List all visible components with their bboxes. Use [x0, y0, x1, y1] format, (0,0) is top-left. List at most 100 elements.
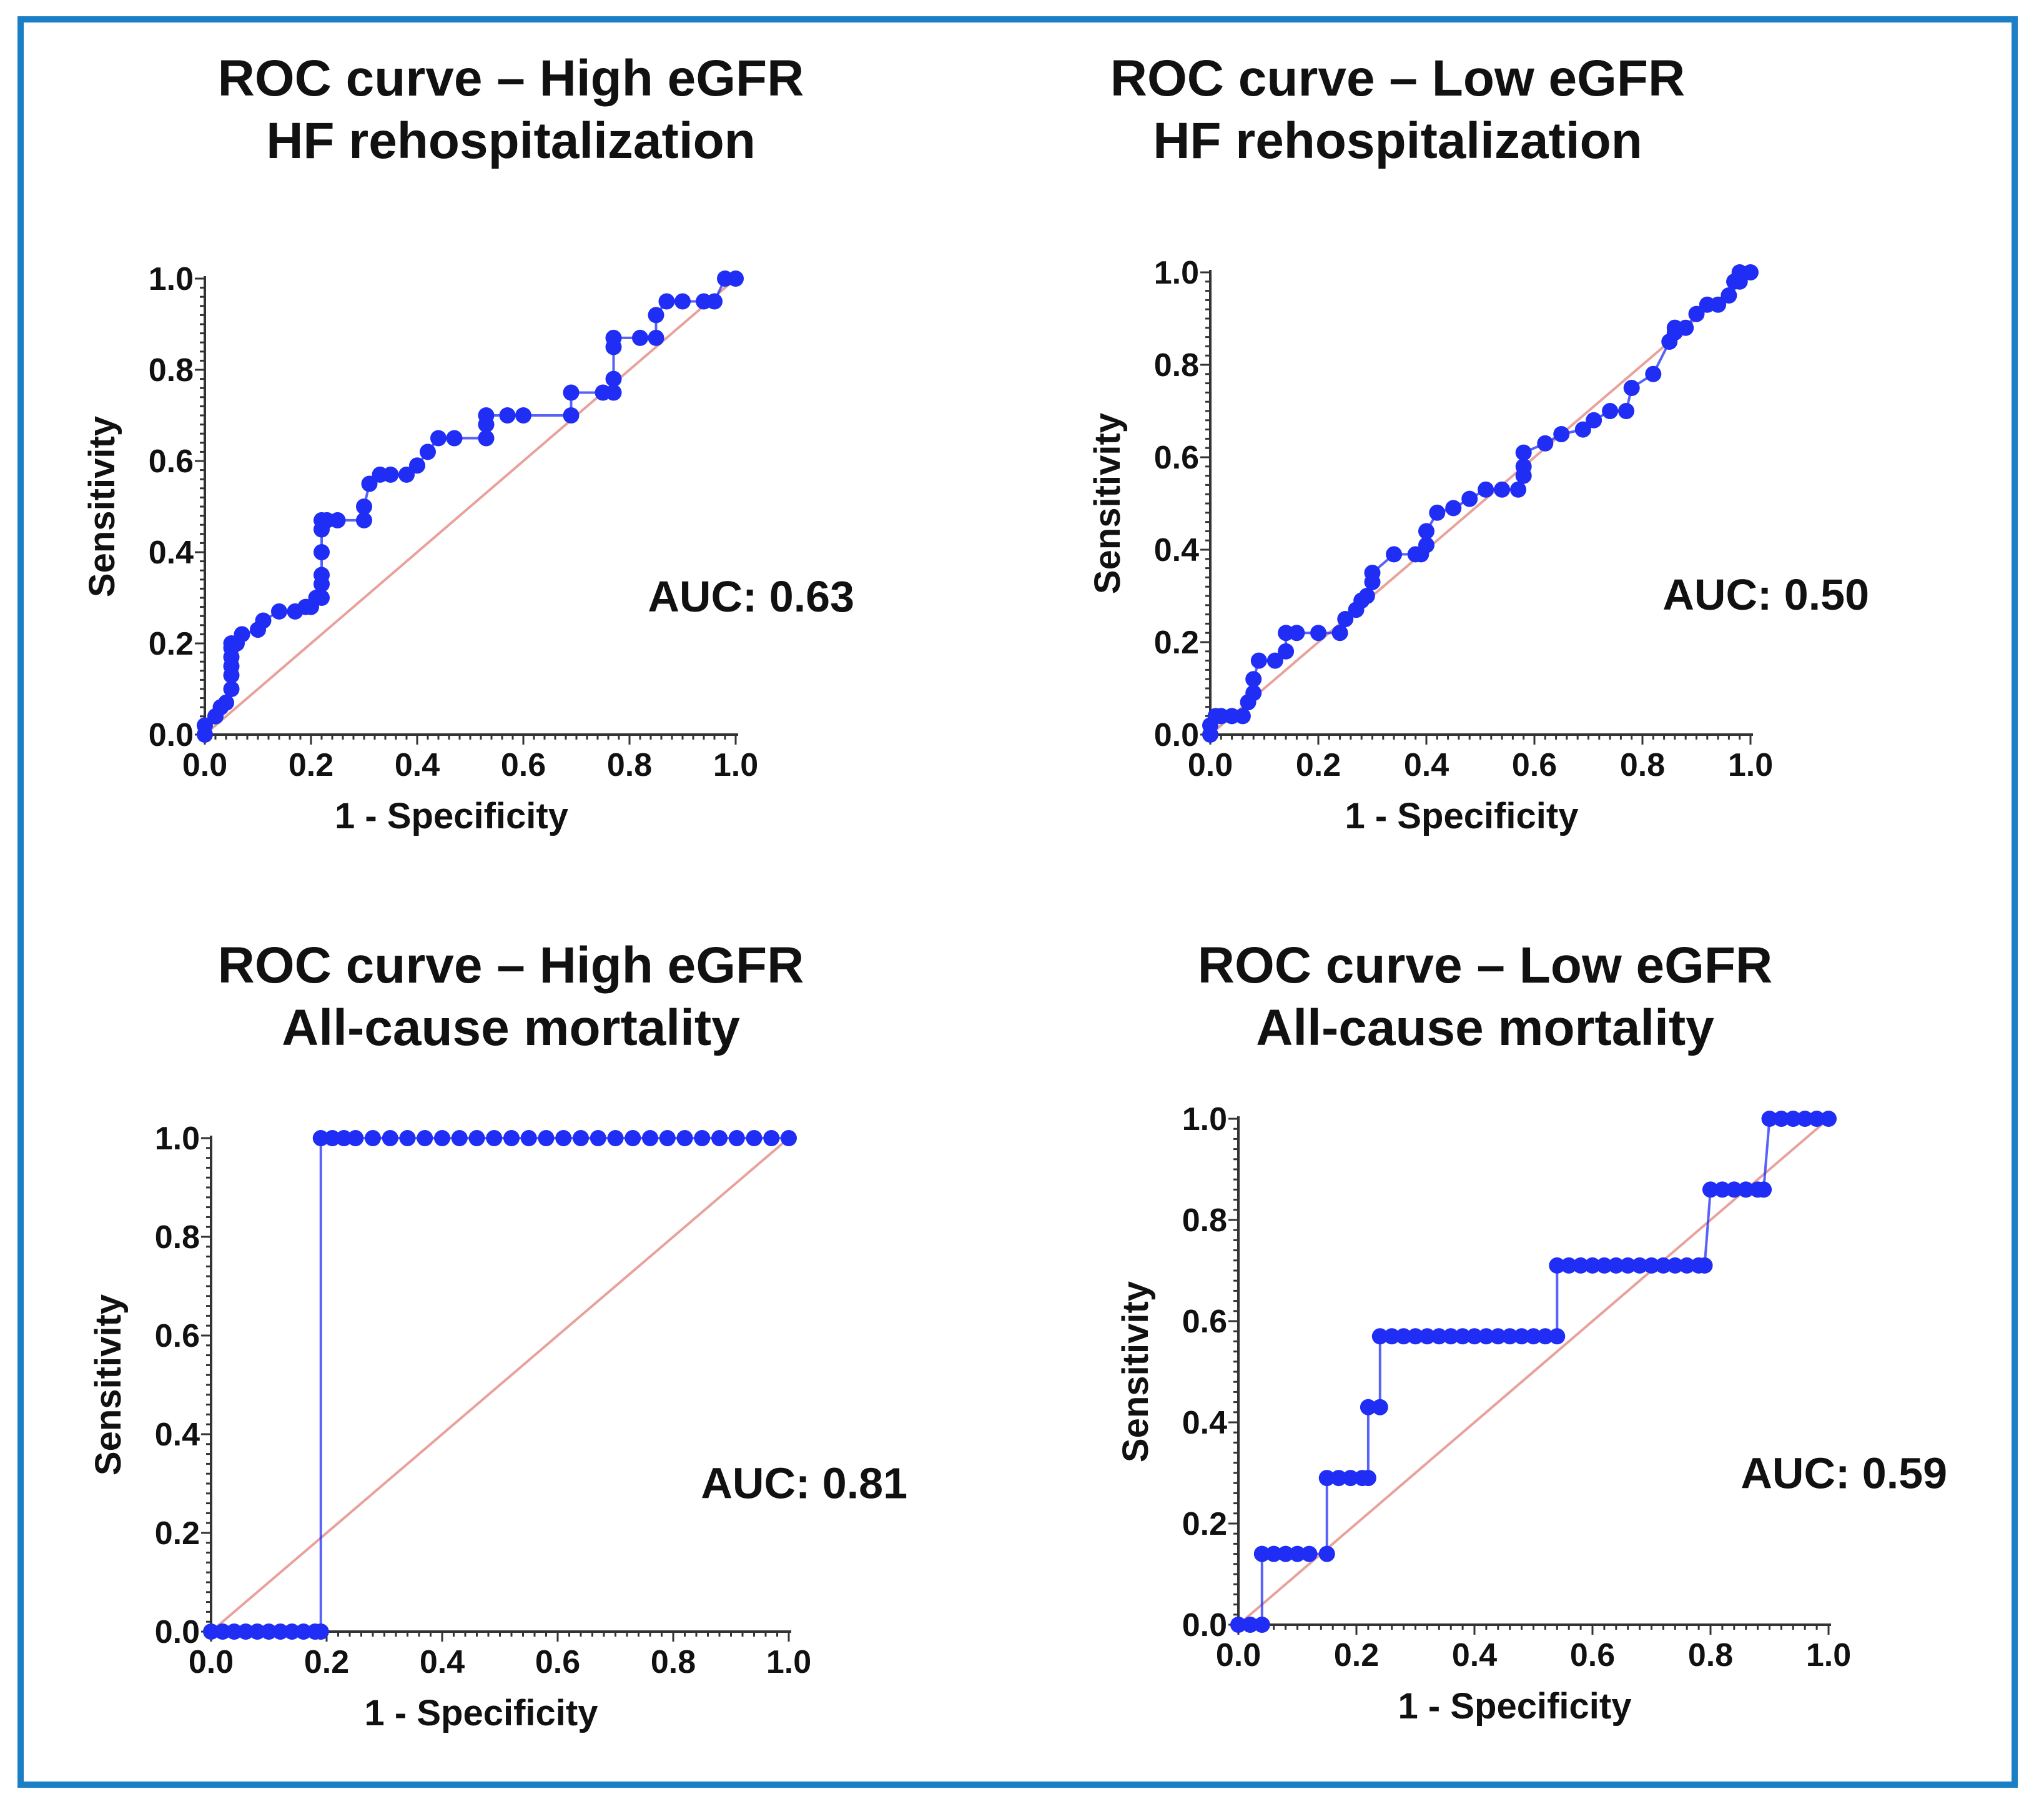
roc-data-point [1584, 1257, 1601, 1274]
roc-data-point [314, 544, 330, 560]
x-tick-label: 0.0 [189, 1644, 234, 1680]
roc-data-point [763, 1130, 780, 1146]
x-axis-label: 1 - Specificity [1345, 796, 1579, 836]
reference-diagonal-line [1237, 1118, 1830, 1626]
roc-data-point [1234, 708, 1251, 725]
auc-annotation: AUC: 0.59 [1740, 1449, 1947, 1497]
roc-data-point [420, 444, 436, 460]
roc-data-point [520, 1130, 537, 1146]
roc-data-point [356, 498, 372, 515]
y-tick-label: 0.2 [1154, 625, 1199, 661]
roc-data-point [1478, 481, 1494, 498]
roc-data-point [1549, 1328, 1566, 1345]
roc-data-point [1710, 296, 1727, 313]
roc-data-point [1549, 1257, 1566, 1274]
roc-data-point [1418, 523, 1434, 540]
reference-diagonal-line [1209, 271, 1752, 736]
roc-data-point [658, 293, 675, 310]
roc-data-point [430, 430, 447, 447]
roc-data-point [515, 407, 531, 424]
roc-data-point [1360, 1470, 1376, 1487]
roc-data-point [1454, 1328, 1471, 1345]
roc-data-point [1631, 1257, 1648, 1274]
roc-data-point [1395, 1328, 1412, 1345]
roc-data-point [1809, 1111, 1825, 1127]
auc-annotation: AUC: 0.50 [1662, 570, 1869, 619]
x-tick-label: 0.4 [395, 747, 440, 783]
roc-data-point [478, 430, 495, 447]
roc-data-point [1714, 1181, 1730, 1198]
x-tick-label: 0.6 [535, 1644, 580, 1680]
roc-data-point [1418, 537, 1434, 553]
roc-data-point [249, 1623, 265, 1640]
roc-data-point [632, 329, 648, 346]
roc-data-point [203, 1623, 219, 1640]
roc-data-point [1266, 652, 1283, 669]
x-tick-label: 0.2 [304, 1644, 349, 1680]
roc-data-point [1655, 1257, 1672, 1274]
roc-data-point [1510, 481, 1527, 498]
x-tick-label: 0.8 [607, 747, 652, 783]
roc-data-point [625, 1130, 641, 1146]
roc-data-point [271, 603, 287, 620]
auc-annotation: AUC: 0.81 [701, 1459, 907, 1508]
roc-data-point [434, 1130, 450, 1146]
roc-data-point [255, 612, 272, 629]
y-tick-label: 0.6 [1154, 440, 1199, 476]
chart-title-line1: ROC curve – Low eGFR [1197, 937, 1773, 994]
roc-data-point [1525, 1328, 1542, 1345]
figure-frame: ROC curve – High eGFR HF rehospitalizati… [17, 16, 2018, 1788]
roc-data-point [1607, 1257, 1624, 1274]
roc-data-point [1688, 305, 1705, 322]
roc-data-point [214, 1623, 231, 1640]
roc-data-point [356, 512, 372, 528]
roc-data-point [314, 590, 330, 606]
roc-data-point [1572, 1257, 1589, 1274]
roc-data-point [1318, 1470, 1335, 1487]
roc-data-point [538, 1130, 555, 1146]
y-tick-label: 0.6 [155, 1318, 200, 1354]
roc-data-point [1494, 481, 1511, 498]
roc-data-point [1371, 1328, 1388, 1345]
roc-data-point [1360, 1399, 1376, 1415]
roc-data-point [314, 567, 330, 583]
roc-data-point [365, 1130, 381, 1146]
roc-data-point [1726, 1181, 1742, 1198]
roc-data-point [1242, 1617, 1258, 1633]
auc-annotation: AUC: 0.63 [648, 572, 854, 621]
roc-data-point [1358, 588, 1375, 604]
chart-title-line2: All-cause mortality [1256, 999, 1714, 1056]
roc-data-point [1773, 1111, 1790, 1127]
chart-title: ROC curve – High eGFR HF rehospitalizati… [42, 47, 979, 172]
x-tick-label: 0.4 [420, 1644, 465, 1680]
roc-data-point [642, 1130, 658, 1146]
roc-data-point [1553, 426, 1570, 442]
y-tick-label: 0.4 [1154, 532, 1199, 568]
roc-data-point [1797, 1111, 1814, 1127]
roc-data-point [324, 1130, 341, 1146]
y-tick-label: 0.2 [149, 626, 194, 662]
x-axis-label: 1 - Specificity [335, 796, 568, 836]
roc-data-point [399, 1130, 416, 1146]
y-axis-label: Sensitivity [82, 416, 122, 597]
x-tick-label: 0.8 [1620, 747, 1665, 783]
y-tick-label: 0.0 [1154, 717, 1199, 753]
y-tick-label: 1.0 [149, 261, 194, 297]
roc-data-point [1461, 490, 1478, 507]
x-tick-label: 0.6 [1570, 1637, 1615, 1673]
y-tick-label: 0.8 [1154, 347, 1199, 384]
x-tick-label: 0.8 [651, 1644, 696, 1680]
roc-data-point [451, 1130, 468, 1146]
x-tick-label: 0.0 [1216, 1637, 1261, 1673]
roc-plot-high-egfr-mortality: 0.0 0.2 0.4 0.6 0.8 1.0 0.0 0.2 0.4 0.6 0.8 1.0 1 - … [88, 1121, 907, 1733]
roc-data-point [417, 1130, 433, 1146]
roc-data-point [486, 1130, 503, 1146]
roc-data-point [563, 407, 580, 424]
y-tick-label: 0.8 [1182, 1202, 1227, 1239]
x-tick-label: 0.4 [1452, 1637, 1497, 1673]
roc-data-point [1230, 1617, 1247, 1633]
chart-title: ROC curve – Low eGFR All-cause mortality [1017, 934, 1953, 1059]
roc-plot-high-egfr-hf: 0.0 0.2 0.4 0.6 0.8 1.0 0.0 0.2 0.4 0.6 0.8 1.0 1 - … [82, 261, 854, 836]
roc-data-point [237, 1623, 254, 1640]
roc-data-point [1755, 1181, 1772, 1198]
